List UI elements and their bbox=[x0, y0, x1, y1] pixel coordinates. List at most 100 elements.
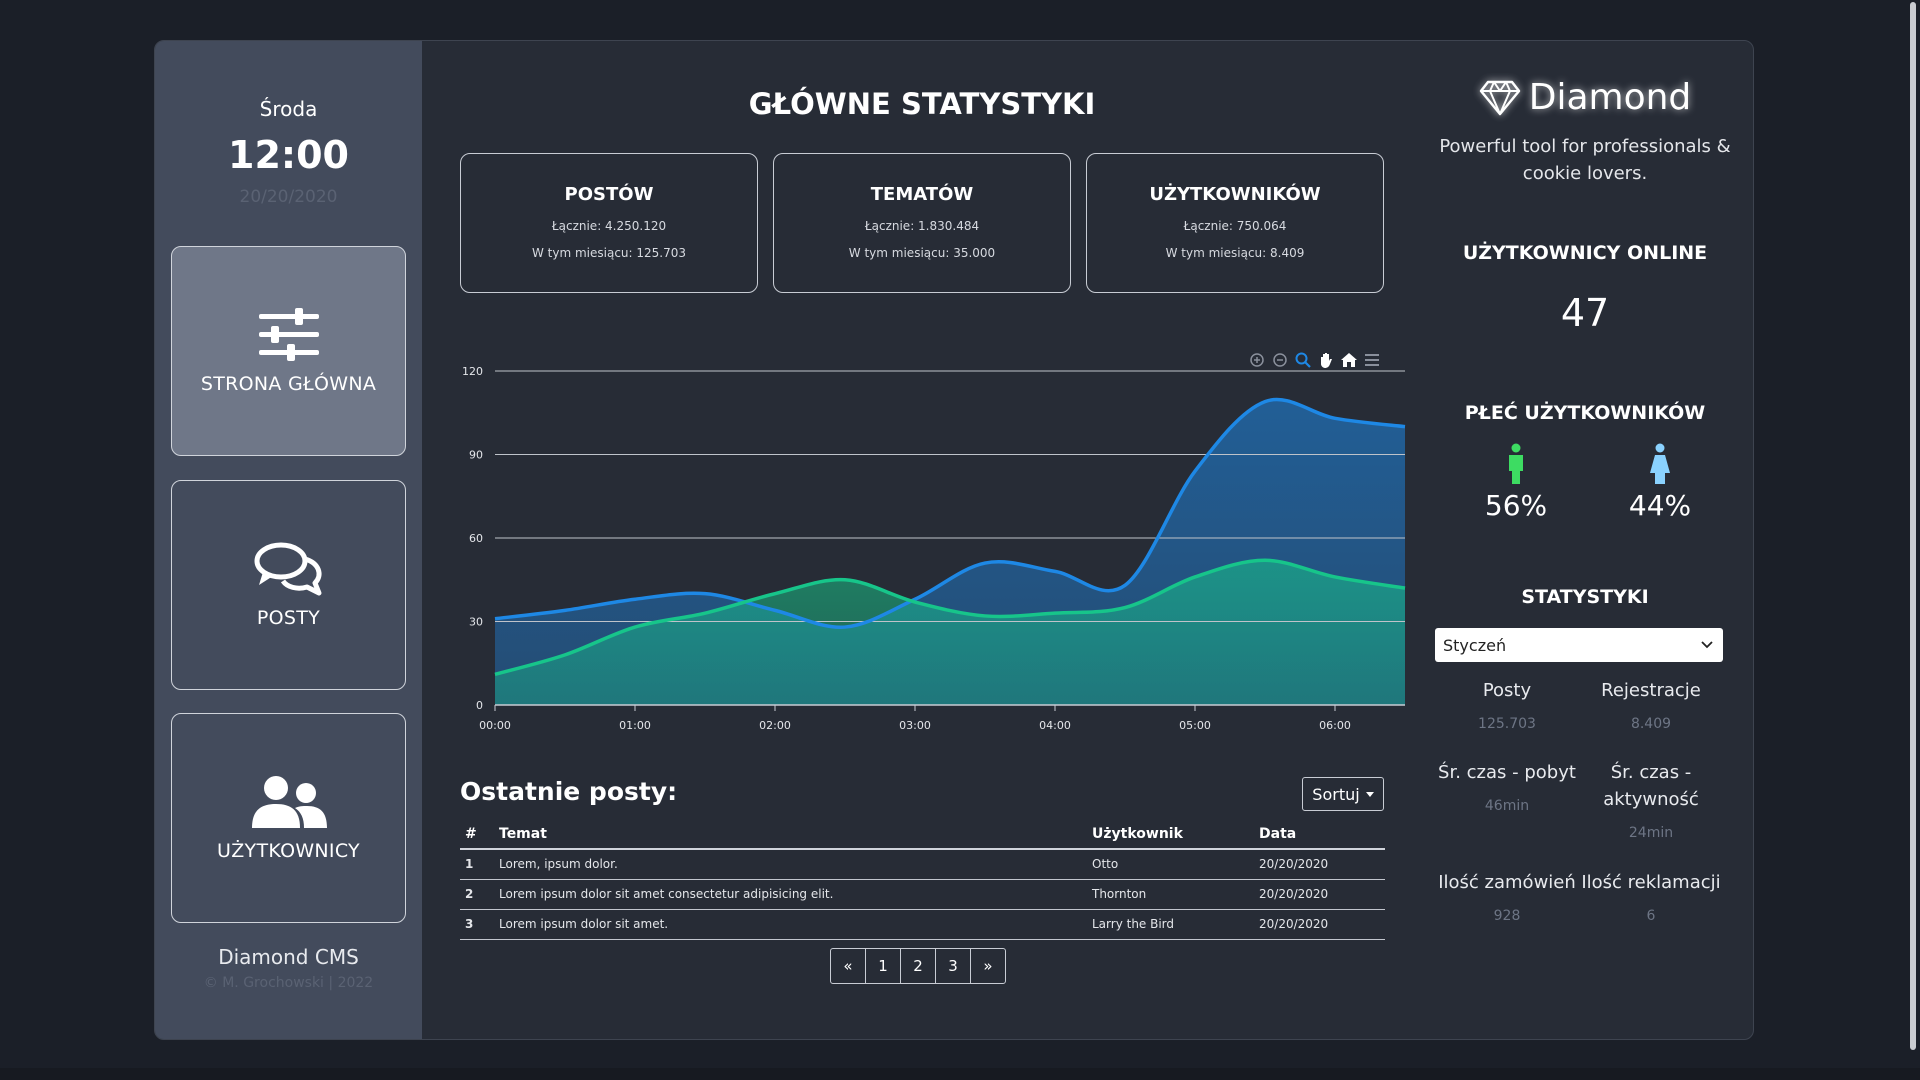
diamond-icon bbox=[1479, 80, 1520, 115]
stat-label: Rejestracje bbox=[1601, 680, 1701, 701]
pagination-page-1[interactable]: 1 bbox=[865, 948, 901, 984]
current-date: 20/20/2020 bbox=[239, 187, 338, 207]
brand-name: Diamond bbox=[1528, 77, 1692, 118]
nav-posts-label: POSTY bbox=[256, 607, 321, 629]
chart-toolbar bbox=[1248, 351, 1381, 369]
zoom-select-icon[interactable] bbox=[1294, 351, 1312, 369]
x-tick-label: 00:00 bbox=[479, 719, 511, 732]
stat-registrations: Rejestracje 8.409 bbox=[1579, 677, 1723, 732]
stat-card-posts: POSTÓW Łącznie: 4.250.120 W tym miesiącu… bbox=[460, 153, 758, 293]
page-scrollbar[interactable] bbox=[1906, 0, 1920, 1080]
male-percentage: 56% bbox=[1484, 489, 1548, 522]
stat-avg-stay: Śr. czas - pobyt 46min bbox=[1435, 759, 1579, 814]
sliders-icon bbox=[258, 308, 319, 361]
pan-hand-icon[interactable] bbox=[1317, 351, 1335, 369]
stat-card-title: POSTÓW bbox=[564, 184, 654, 205]
stat-card-total: Łącznie: 4.250.120 bbox=[551, 219, 667, 233]
bottom-strip bbox=[0, 1068, 1920, 1080]
stat-label: Ilość reklamacji bbox=[1581, 872, 1721, 893]
column-header-number: # bbox=[460, 820, 499, 850]
recent-posts-title: Ostatnie posty: bbox=[460, 777, 678, 806]
y-tick-label: 30 bbox=[469, 616, 483, 629]
home-reset-icon[interactable] bbox=[1340, 351, 1358, 369]
stat-card-users: UŻYTKOWNIKÓW Łącznie: 750.064 W tym mies… bbox=[1086, 153, 1384, 293]
stat-card-topics: TEMATÓW Łącznie: 1.830.484 W tym miesiąc… bbox=[773, 153, 1071, 293]
row-user: Otto bbox=[1092, 849, 1259, 880]
nav-users[interactable]: UŻYTKOWNICY bbox=[171, 713, 406, 923]
column-header-user: Użytkownik bbox=[1092, 820, 1259, 850]
month-select[interactable]: Styczeń bbox=[1435, 628, 1723, 662]
row-date: 20/20/2020 bbox=[1259, 909, 1385, 940]
stat-card-title: TEMATÓW bbox=[870, 184, 974, 205]
pagination-page-3[interactable]: 3 bbox=[935, 948, 971, 984]
y-tick-label: 0 bbox=[476, 699, 483, 712]
chevron-down-icon bbox=[1701, 641, 1713, 649]
table-row[interactable]: 2 Lorem ipsum dolor sit amet consectetur… bbox=[460, 879, 1385, 910]
copyright: © M. Grochowski | 2022 bbox=[203, 975, 374, 991]
column-header-date: Data bbox=[1259, 820, 1385, 850]
area-chart: 0 30 60 90 120 00:00 01:00 02:00 03:00 04:00 05:00… bbox=[445, 347, 1445, 747]
pagination-next[interactable]: » bbox=[970, 948, 1006, 984]
chart-svg: 0 30 60 90 120 00:00 01:00 02:00 03:00 04:00 05:00… bbox=[462, 365, 1406, 732]
stat-card-total: Łącznie: 1.830.484 bbox=[864, 219, 980, 233]
stat-orders: Ilość zamówień 928 bbox=[1435, 869, 1579, 924]
caret-down-icon bbox=[1365, 791, 1374, 797]
stat-value: 125.703 bbox=[1478, 716, 1536, 732]
online-users-heading: UŻYTKOWNICY ONLINE bbox=[1462, 242, 1708, 264]
stat-value: 928 bbox=[1493, 908, 1521, 924]
pagination-page-2[interactable]: 2 bbox=[900, 948, 936, 984]
series-area-1 bbox=[495, 560, 1405, 705]
stat-label: Posty bbox=[1482, 680, 1532, 701]
x-tick-label: 06:00 bbox=[1319, 719, 1351, 732]
current-day: Środa bbox=[259, 97, 318, 121]
pagination-prev[interactable]: « bbox=[830, 948, 866, 984]
nav-home-label: STRONA GŁÓWNA bbox=[200, 373, 377, 395]
row-topic: Lorem ipsum dolor sit amet. bbox=[499, 909, 1092, 940]
nav-users-label: UŻYTKOWNICY bbox=[217, 840, 360, 862]
current-time: 12:00 bbox=[228, 133, 349, 177]
menu-icon[interactable] bbox=[1363, 351, 1381, 369]
x-tick-label: 02:00 bbox=[759, 719, 791, 732]
gender-male: 56% bbox=[1441, 443, 1591, 522]
scrollbar-thumb[interactable] bbox=[1910, 2, 1916, 1050]
row-topic: Lorem, ipsum dolor. bbox=[499, 849, 1092, 880]
stat-value: 24min bbox=[1628, 825, 1674, 841]
brand: Diamond bbox=[1435, 77, 1735, 118]
x-tick-label: 03:00 bbox=[899, 719, 931, 732]
zoom-out-icon[interactable] bbox=[1271, 351, 1289, 369]
sidebar: Środa 12:00 20/20/2020 STRONA GŁÓWNA POS… bbox=[155, 41, 422, 1039]
sort-label: Sortuj bbox=[1312, 784, 1360, 804]
row-number: 1 bbox=[460, 849, 499, 880]
x-tick-label: 01:00 bbox=[619, 719, 651, 732]
row-topic: Lorem ipsum dolor sit amet consectetur a… bbox=[499, 879, 1092, 910]
stat-card-month: W tym miesiącu: 125.703 bbox=[531, 246, 687, 260]
stat-complaints: Ilość reklamacji 6 bbox=[1579, 869, 1723, 924]
nav-home[interactable]: STRONA GŁÓWNA bbox=[171, 246, 406, 456]
users-icon bbox=[251, 776, 327, 828]
stat-card-month: W tym miesiącu: 35.000 bbox=[848, 246, 996, 260]
female-percentage: 44% bbox=[1628, 489, 1692, 522]
table-row[interactable]: 1 Lorem, ipsum dolor. Otto 20/20/2020 bbox=[460, 849, 1385, 880]
recent-posts-table: # Temat Użytkownik Data 1 Lorem, ipsum d… bbox=[460, 820, 1385, 940]
y-tick-label: 60 bbox=[469, 532, 483, 545]
app-window: Środa 12:00 20/20/2020 STRONA GŁÓWNA POS… bbox=[154, 40, 1754, 1040]
row-number: 2 bbox=[460, 879, 499, 910]
page-title: GŁÓWNE STATYSTYKI bbox=[748, 87, 1096, 121]
zoom-in-icon[interactable] bbox=[1248, 351, 1266, 369]
female-icon bbox=[1650, 443, 1670, 484]
nav-posts[interactable]: POSTY bbox=[171, 480, 406, 690]
x-tick-label: 04:00 bbox=[1039, 719, 1071, 732]
sort-dropdown-button[interactable]: Sortuj bbox=[1302, 777, 1384, 811]
y-tick-label: 120 bbox=[462, 365, 483, 378]
row-date: 20/20/2020 bbox=[1259, 849, 1385, 880]
row-user: Thornton bbox=[1092, 879, 1259, 910]
month-select-value: Styczeń bbox=[1443, 635, 1507, 655]
table-row[interactable]: 3 Lorem ipsum dolor sit amet. Larry the … bbox=[460, 909, 1385, 940]
stat-value: 6 bbox=[1646, 908, 1656, 924]
stat-value: 46min bbox=[1484, 798, 1530, 814]
column-header-topic: Temat bbox=[499, 820, 1092, 850]
y-tick-label: 90 bbox=[469, 449, 483, 462]
stat-value: 8.409 bbox=[1630, 716, 1672, 732]
stat-avg-activity: Śr. czas - aktywność 24min bbox=[1579, 759, 1723, 841]
series-line-0 bbox=[494, 397, 1406, 629]
